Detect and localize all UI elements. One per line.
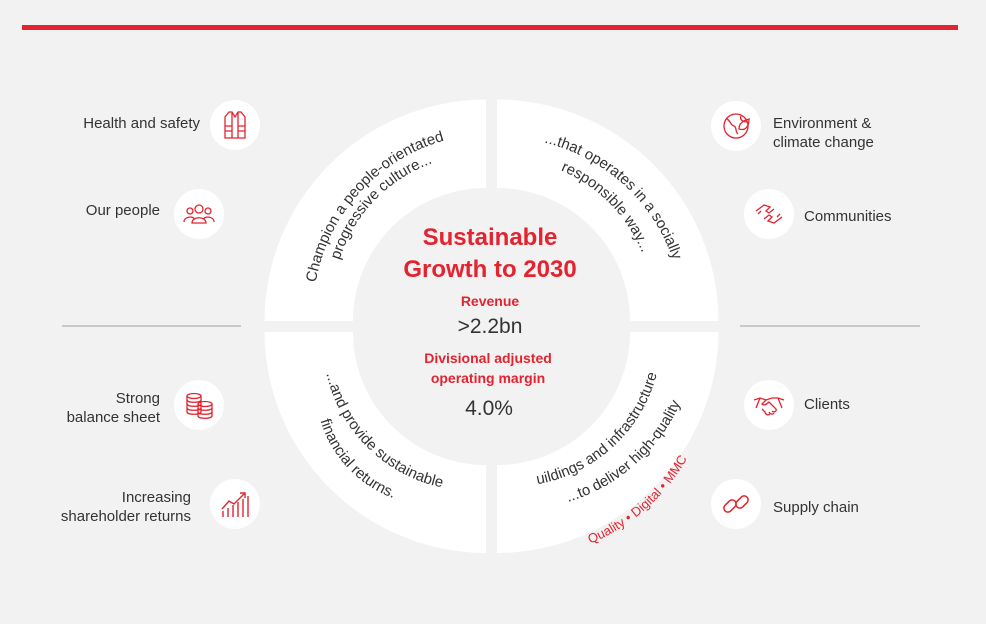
margin-label-line2: operating margin (431, 370, 545, 386)
quadrant-top-left (264, 99, 486, 321)
quadrant-top-right (497, 99, 719, 321)
right-divider (740, 325, 920, 327)
margin-value: 4.0% (465, 397, 513, 420)
safety-vest-icon (210, 100, 260, 150)
increasing-shareholder-returns-label: Increasing shareholder returns (60, 489, 191, 525)
center-title-line2: Growth to 2030 (403, 256, 576, 283)
growth-chart-icon (210, 479, 260, 529)
left-divider (62, 325, 241, 327)
communities-label: Communities (804, 208, 892, 225)
coin-stack-icon (174, 380, 224, 430)
people-group-icon (174, 189, 224, 239)
our-people-label: Our people (85, 202, 160, 219)
handshake-icon (744, 380, 794, 430)
strong-balance-sheet-label: Strong balance sheet (66, 390, 160, 426)
chain-link-icon (711, 479, 761, 529)
linked-hands-icon (744, 189, 794, 239)
clients-label: Clients (804, 396, 850, 413)
supply-chain-label: Supply chain (773, 499, 859, 516)
revenue-label: Revenue (461, 293, 520, 309)
quadrant-bottom-right (497, 332, 719, 553)
center-title-line1: Sustainable (423, 224, 558, 251)
health-and-safety-label: Health and safety (83, 115, 200, 132)
quadrant-bottom-left (264, 332, 486, 553)
revenue-value: >2.2bn (458, 315, 523, 338)
environment-climate-change-label: Environment & climate change (773, 115, 874, 151)
top-accent-bar (22, 25, 958, 30)
margin-label-line1: Divisional adjusted (424, 350, 552, 366)
globe-leaf-icon (711, 101, 761, 151)
